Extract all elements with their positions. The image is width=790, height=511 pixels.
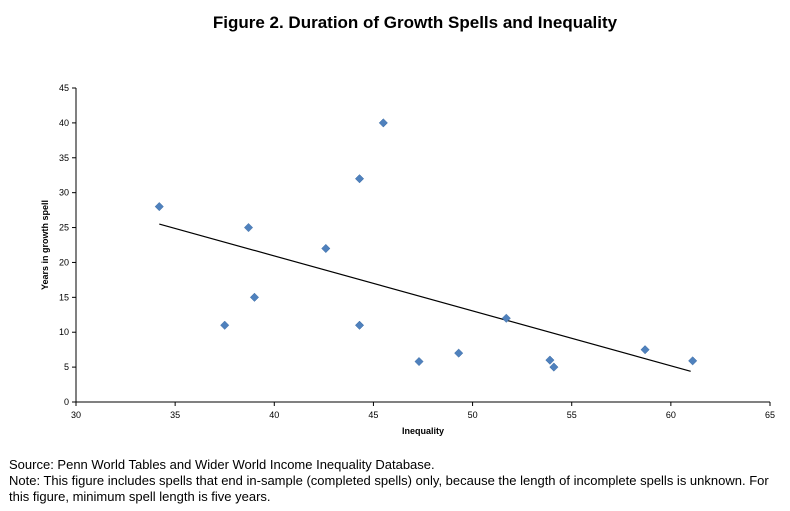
data-point	[549, 362, 559, 372]
data-point	[501, 313, 511, 323]
x-tick-label: 60	[666, 410, 676, 420]
y-tick-label: 30	[59, 188, 69, 198]
x-tick-label: 65	[765, 410, 775, 420]
trendline	[159, 223, 691, 372]
data-point	[154, 202, 164, 212]
data-point	[378, 118, 388, 128]
data-point	[640, 345, 650, 355]
data-point	[220, 320, 230, 330]
data-point	[454, 348, 464, 358]
x-tick-label: 50	[468, 410, 478, 420]
x-tick-label: 35	[170, 410, 180, 420]
x-tick-label: 40	[269, 410, 279, 420]
y-tick-label: 20	[59, 257, 69, 267]
data-point	[545, 355, 555, 365]
y-axis-title: Years in growth spell	[40, 200, 50, 290]
data-point	[354, 320, 365, 330]
x-tick-label: 45	[368, 410, 378, 420]
data-point	[243, 223, 254, 233]
footnote: Note: This figure includes spells that e…	[9, 473, 769, 504]
y-tick-label: 25	[59, 223, 69, 233]
y-tick-label: 35	[59, 153, 69, 163]
scatter-chart: 0 5 10 15 20 25 30 35 40 45 30 35 40 45 50 55 60 65 Inequ…	[40, 83, 775, 436]
data-points	[154, 118, 698, 372]
y-tick-label: 45	[59, 83, 69, 93]
data-point	[321, 243, 331, 254]
data-point	[414, 356, 424, 367]
y-tick-label: 5	[64, 362, 69, 372]
axes	[72, 87, 771, 406]
tick-labels: 0 5 10 15 20 25 30 35 40 45 30 35 40 45 50 55 60 65	[59, 83, 775, 420]
data-point	[688, 356, 698, 366]
data-point	[249, 292, 260, 302]
figure-notes: Source: Penn World Tables and Wider Worl…	[9, 457, 784, 505]
chart-title: Figure 2. Duration of Growth Spells and …	[212, 13, 618, 32]
trendline-layer	[159, 223, 691, 372]
x-tick-label: 30	[71, 410, 81, 420]
source-note: Source: Penn World Tables and Wider Worl…	[9, 457, 435, 472]
y-tick-label: 10	[59, 327, 69, 337]
y-tick-label: 15	[59, 292, 69, 302]
x-axis-title: Inequality	[402, 426, 444, 436]
x-tick-label: 55	[567, 410, 577, 420]
y-tick-label: 0	[64, 397, 69, 407]
y-tick-label: 40	[59, 118, 69, 128]
data-point	[354, 174, 365, 184]
